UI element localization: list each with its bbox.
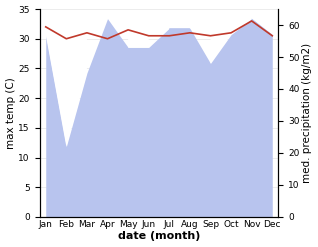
Y-axis label: max temp (C): max temp (C) [5,77,16,149]
X-axis label: date (month): date (month) [118,231,200,242]
Y-axis label: med. precipitation (kg/m2): med. precipitation (kg/m2) [302,43,313,183]
